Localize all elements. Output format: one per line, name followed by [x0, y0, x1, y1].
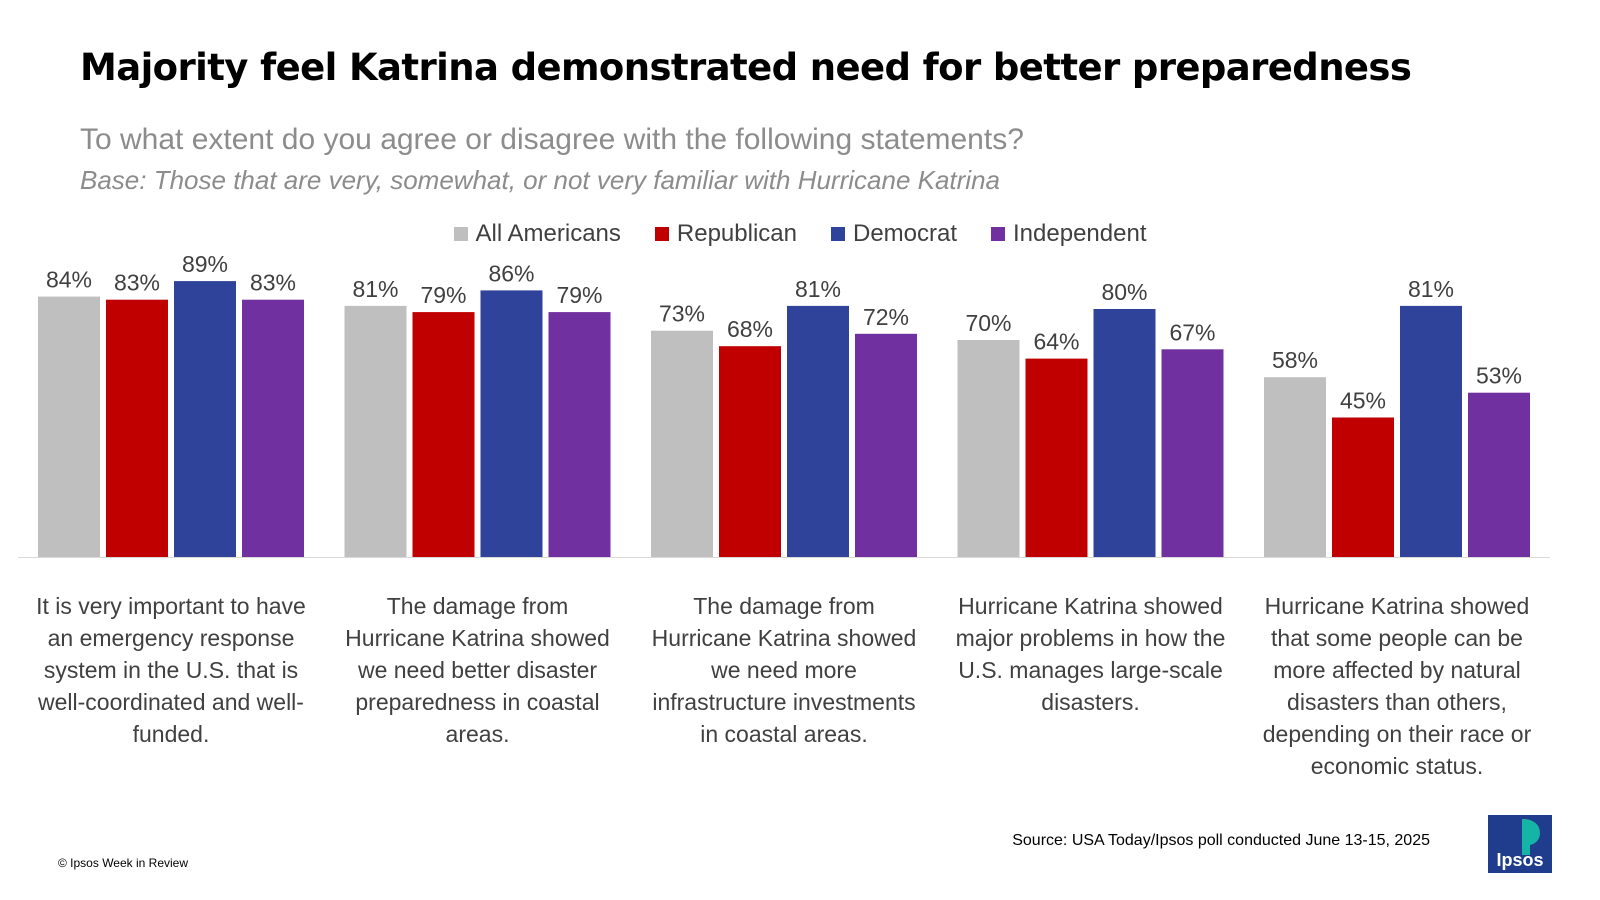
source-note: Source: USA Today/Ipsos poll conducted J…: [1012, 832, 1430, 849]
category-label-line: Hurricane Katrina showed: [1264, 593, 1530, 619]
category-label-line: economic status.: [1310, 753, 1484, 779]
bar: [957, 340, 1020, 557]
category-label-line: funded.: [132, 721, 210, 747]
legend-label: Republican: [676, 220, 797, 247]
category-label-line: in coastal areas.: [700, 721, 868, 747]
ipsos-logo: Ipsos: [1488, 815, 1552, 873]
chart-legend: All Americans Republican Democrat Independe…: [0, 216, 1600, 252]
category-label: The damage from Hurricane Katrina showed w…: [632, 590, 936, 750]
bar-value-label: 86%: [488, 260, 534, 286]
bar: [106, 299, 168, 557]
category-label-line: well-coordinated and well-: [38, 689, 304, 715]
bar-value-label: 81%: [352, 276, 398, 302]
bar-value-label: 80%: [1101, 279, 1147, 305]
bar-value-label: 84%: [46, 267, 92, 293]
category-label: It is very important to have an emergency…: [19, 590, 323, 750]
category-label-line: that some people can be: [1271, 625, 1523, 651]
bar-value-label: 70%: [965, 310, 1011, 336]
bar: [719, 346, 781, 557]
legend-item-3: Independent: [991, 220, 1146, 248]
bar: [1468, 392, 1530, 557]
category-label-line: Hurricane Katrina showed: [651, 625, 917, 651]
bar-value-label: 58%: [1272, 347, 1318, 373]
legend-swatch: [830, 227, 845, 241]
category-label-line: we need more: [711, 657, 857, 683]
bar: [651, 330, 713, 557]
category-label-line: The damage from: [386, 593, 569, 619]
bar: [855, 333, 917, 557]
bar: [344, 305, 407, 557]
bar: [174, 281, 236, 557]
chart-base-note: Base: Those that are very, somewhat, or …: [80, 165, 1001, 195]
category-label-line: an emergency response: [47, 625, 295, 651]
ipsos-logo-bg: [1488, 815, 1552, 873]
category-label-line: The damage from: [693, 593, 875, 619]
bar-value-label: 83%: [114, 270, 160, 296]
legend-swatch: [991, 227, 1006, 241]
bar-value-label: 89%: [182, 251, 228, 277]
category-label-line: Hurricane Katrina showed: [345, 625, 610, 651]
category-label: The damage from Hurricane Katrina showed w…: [326, 590, 630, 750]
bar-value-label: 53%: [1476, 363, 1522, 389]
bar: [1093, 309, 1156, 557]
category-label: Hurricane Katrina showed major problems i…: [939, 590, 1243, 718]
bar: [1332, 417, 1394, 557]
bar-value-label: 73%: [659, 301, 705, 327]
bar: [1025, 358, 1088, 557]
legend-swatch: [453, 227, 468, 241]
legend-label: Democrat: [852, 220, 958, 247]
ipsos-logo-text: Ipsos: [1496, 850, 1543, 870]
legend-label: Independent: [1013, 220, 1147, 247]
bar-value-label: 81%: [795, 276, 841, 302]
bar-value-label: 64%: [1033, 329, 1079, 355]
bar: [1264, 377, 1326, 557]
bar-value-label: 72%: [863, 304, 909, 330]
category-label-line: major problems in how the: [955, 625, 1226, 651]
bar-value-label: 79%: [556, 282, 602, 308]
category-label-line: disasters.: [1041, 689, 1140, 715]
bar: [1161, 349, 1224, 557]
legend-item-0: All Americans: [453, 220, 621, 248]
category-label-line: infrastructure investments: [652, 689, 916, 715]
category-label: Hurricane Katrina showed that some people…: [1245, 590, 1549, 782]
bar: [38, 296, 100, 557]
bar: [1400, 305, 1462, 557]
bar-value-label: 79%: [420, 282, 466, 308]
legend-swatch: [654, 227, 669, 241]
chart-subtitle: To what extent do you agree or disagree …: [80, 123, 1024, 156]
legend-item-1: Republican: [654, 220, 797, 248]
bar: [548, 312, 611, 557]
bar-value-label: 67%: [1169, 319, 1215, 345]
category-label-line: preparedness in coastal: [355, 689, 600, 715]
bar-value-label: 45%: [1340, 388, 1386, 414]
chart-title: Majority feel Katrina demonstrated need …: [80, 46, 1412, 89]
bar-value-label: 83%: [250, 270, 296, 296]
category-label-line: It is very important to have: [36, 593, 306, 619]
bar-value-label: 81%: [1408, 276, 1454, 302]
category-label-line: we need better disaster: [357, 657, 598, 683]
bar: [787, 305, 849, 557]
ipsos-logo-accent: [1522, 819, 1540, 855]
legend-item-2: Democrat: [830, 220, 958, 248]
category-label-line: system in the U.S. that is: [43, 657, 299, 683]
bar: [480, 290, 543, 557]
bar: [412, 312, 475, 557]
category-label-line: depending on their race or: [1262, 721, 1532, 747]
category-label-line: U.S. manages large-scale: [958, 657, 1223, 683]
category-label-line: more affected by natural: [1273, 657, 1521, 683]
category-label-line: areas.: [445, 721, 510, 747]
bar-value-label: 68%: [727, 316, 773, 342]
category-label-line: Hurricane Katrina showed: [958, 593, 1223, 619]
category-label-line: disasters than others,: [1287, 689, 1507, 715]
copyright-note: © Ipsos Week in Review: [58, 856, 189, 870]
legend-label: All Americans: [475, 220, 621, 247]
bar: [242, 299, 304, 557]
